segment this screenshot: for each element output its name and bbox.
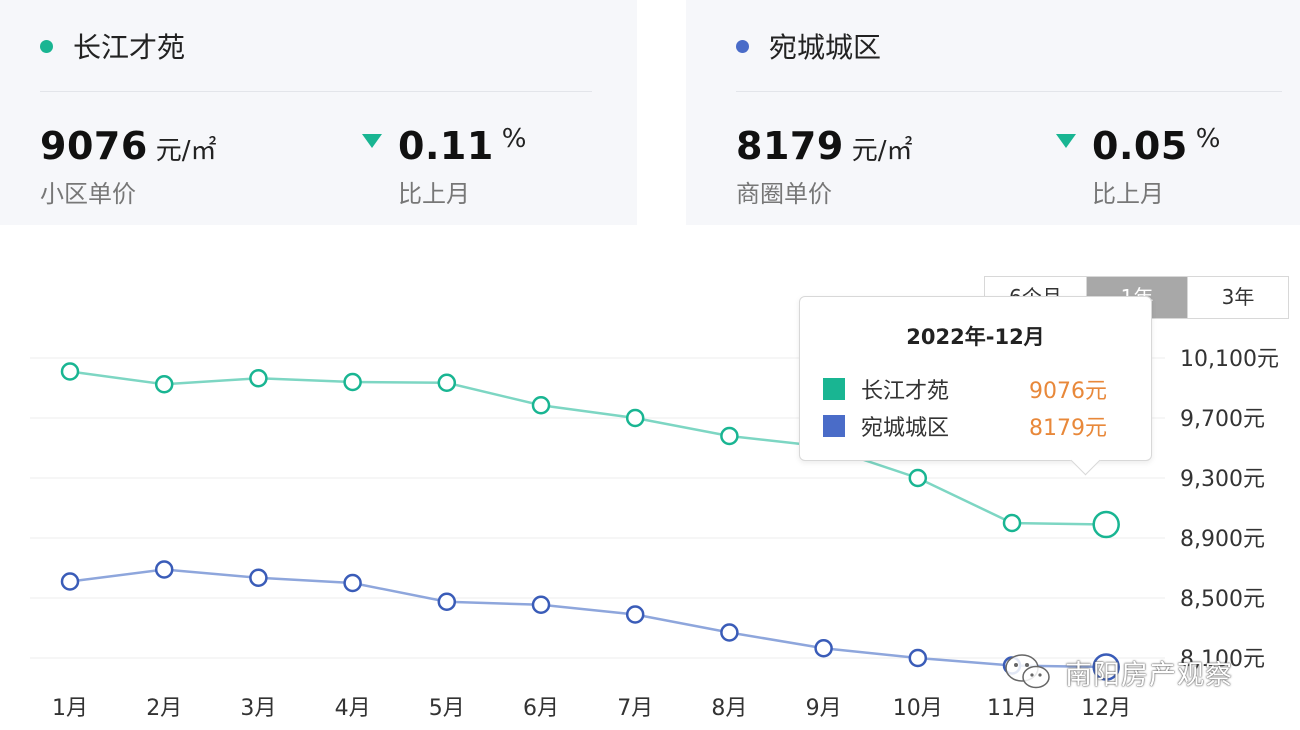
x-tick-label: 1月 xyxy=(52,696,88,721)
x-tick-label: 6月 xyxy=(523,696,559,721)
x-tick-label: 10月 xyxy=(893,696,943,721)
district-change: 0.05 xyxy=(1092,124,1188,168)
community-change-metric: 0.11% 比上月 xyxy=(362,124,526,209)
tooltip-swatch-community xyxy=(823,378,845,400)
tooltip-swatch-district xyxy=(823,415,845,437)
data-point[interactable] xyxy=(249,369,268,388)
data-point[interactable] xyxy=(154,375,174,394)
divider xyxy=(40,91,592,92)
district-dot-icon xyxy=(736,39,749,53)
x-tick-label: 9月 xyxy=(806,696,842,721)
district-price-metric: 8179 元/㎡ 商圈单价 xyxy=(736,124,913,209)
x-tick-label: 8月 xyxy=(711,696,747,721)
y-tick-label: 8,500元 xyxy=(1180,587,1265,612)
community-price-metric: 9076 元/㎡ 小区单价 xyxy=(40,124,217,209)
x-tick-label: 11月 xyxy=(987,696,1037,721)
district-change-metric: 0.05% 比上月 xyxy=(1056,124,1220,209)
community-title: 长江才苑 xyxy=(73,31,186,64)
district-change-unit: % xyxy=(1195,124,1221,154)
tooltip-series-value: 8179元 xyxy=(1029,416,1107,441)
data-point[interactable] xyxy=(60,362,80,381)
district-price-label: 商圈单价 xyxy=(736,180,832,208)
tooltip-title: 2022年-12月 xyxy=(906,325,1045,349)
community-change-unit: % xyxy=(501,124,527,154)
community-price-label: 小区单价 xyxy=(40,180,136,208)
series-line xyxy=(69,370,1107,526)
series-community xyxy=(60,362,1120,539)
y-tick-label: 10,100元 xyxy=(1180,347,1279,372)
data-point[interactable] xyxy=(1092,653,1120,681)
tooltip-series-name: 长江才苑 xyxy=(861,379,950,404)
data-point[interactable] xyxy=(437,373,457,392)
district-title: 宛城城区 xyxy=(769,31,882,64)
data-point[interactable] xyxy=(343,372,362,392)
chart-tooltip: 2022年-12月 长江才苑 9076元 宛城城区 8179元 xyxy=(799,296,1152,476)
data-point[interactable] xyxy=(720,623,739,642)
data-point[interactable] xyxy=(343,573,362,593)
data-point[interactable] xyxy=(249,568,268,587)
series-district xyxy=(60,560,1120,681)
x-tick-label: 4月 xyxy=(335,696,371,721)
data-point[interactable] xyxy=(908,468,928,488)
x-tick-label: 3月 xyxy=(240,696,276,721)
tooltip-row-district: 宛城城区 8179元 xyxy=(823,410,1133,442)
data-point[interactable] xyxy=(60,572,80,591)
x-tick-label: 5月 xyxy=(429,696,465,721)
wechat-icon xyxy=(1005,654,1050,689)
series-line xyxy=(69,568,1107,669)
data-point[interactable] xyxy=(531,396,551,415)
community-price-card: 长江才苑 9076 元/㎡ 小区单价 0.11% 比上月 xyxy=(0,0,637,225)
community-price: 9076 xyxy=(40,124,148,168)
data-point[interactable] xyxy=(720,426,739,446)
data-point[interactable] xyxy=(814,639,833,658)
data-point[interactable] xyxy=(625,408,645,428)
x-axis-tick-labels: 1月 2月 3月 4月 5月 6月 7月 8月 9月 10月 11月 12月 xyxy=(52,696,1131,721)
series-lines xyxy=(60,362,1120,681)
data-point[interactable] xyxy=(908,648,928,668)
watermark: 南阳房产观察 xyxy=(1003,652,1233,692)
divider xyxy=(736,91,1282,92)
x-tick-label: 7月 xyxy=(617,696,653,721)
data-point[interactable] xyxy=(437,592,457,611)
watermark-text: 南阳房产观察 xyxy=(1065,659,1233,691)
x-tick-label: 12月 xyxy=(1081,696,1131,721)
data-point[interactable] xyxy=(531,595,551,614)
district-price-card: 宛城城区 8179 元/㎡ 商圈单价 0.05% 比上月 xyxy=(686,0,1300,225)
tooltip-series-value: 9076元 xyxy=(1029,379,1107,404)
community-price-unit: 元/㎡ xyxy=(155,136,217,166)
district-change-label: 比上月 xyxy=(1092,180,1164,208)
tooltip-row-community: 长江才苑 9076元 xyxy=(823,373,1133,405)
data-point[interactable] xyxy=(1092,510,1120,539)
y-axis-tick-labels: 10,100元 9,700元 9,300元 8,900元 8,500元 8,100元 xyxy=(1180,347,1279,672)
community-change-label: 比上月 xyxy=(398,180,470,208)
x-tick-label: 2月 xyxy=(146,696,182,721)
y-tick-label: 9,300元 xyxy=(1180,467,1265,492)
community-dot-icon xyxy=(40,39,53,53)
community-change: 0.11 xyxy=(398,124,494,168)
tooltip-series-name: 宛城城区 xyxy=(861,416,950,441)
district-price-unit: 元/㎡ xyxy=(851,136,913,166)
down-triangle-icon xyxy=(362,134,382,148)
data-point[interactable] xyxy=(154,560,174,579)
district-header: 宛城城区 xyxy=(736,26,881,66)
data-point[interactable] xyxy=(625,605,645,624)
y-tick-label: 8,900元 xyxy=(1180,527,1265,552)
community-header: 长江才苑 xyxy=(40,26,185,66)
data-point[interactable] xyxy=(1002,513,1022,533)
down-triangle-icon xyxy=(1056,134,1076,148)
y-tick-label: 8,100元 xyxy=(1180,647,1265,672)
y-tick-label: 9,700元 xyxy=(1180,407,1265,432)
range-button-3-years[interactable]: 3年 xyxy=(1187,277,1288,318)
district-price: 8179 xyxy=(736,124,844,168)
